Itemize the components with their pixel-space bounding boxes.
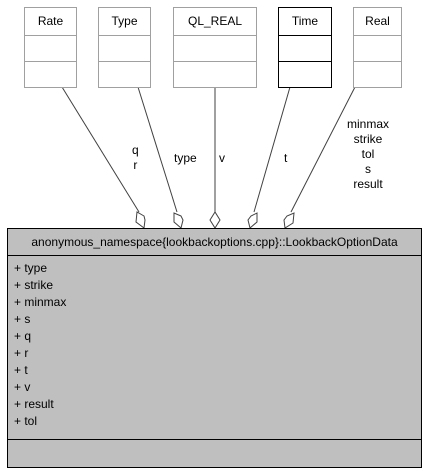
class-type[interactable]: Type xyxy=(98,7,151,88)
class-ql-real-separator xyxy=(174,35,256,36)
member-item: + result xyxy=(14,397,54,411)
diamond-rate xyxy=(135,211,146,229)
member-item: + strike xyxy=(14,278,54,292)
edge-label-line: v xyxy=(219,151,225,165)
edge-type xyxy=(137,86,178,213)
member-item: + q xyxy=(14,329,32,343)
edge-label-line: t xyxy=(284,151,288,165)
diamond-time xyxy=(247,212,258,229)
diamond-type xyxy=(173,212,184,229)
edge-label-line: q xyxy=(132,143,139,157)
main-class-title: anonymous_namespace{lookbackoptions.cpp}… xyxy=(31,235,398,249)
edge-label-line: tol xyxy=(361,147,375,161)
member-item: + r xyxy=(14,346,29,360)
edge-label-type: type xyxy=(174,151,197,166)
member-item: + minmax xyxy=(14,295,67,309)
edge-time xyxy=(253,86,291,213)
class-rate-separator xyxy=(25,61,76,62)
edge-real xyxy=(290,86,356,213)
edge-label-line: strike xyxy=(353,132,383,146)
class-rate-title: Rate xyxy=(37,14,64,28)
main-class-separator xyxy=(8,255,421,256)
edge-label-line: result xyxy=(353,177,383,191)
edge-label-time: t xyxy=(284,151,287,166)
edge-label-line: minmax xyxy=(346,117,389,131)
member-item: + tol xyxy=(14,414,38,428)
class-type-title: Type xyxy=(111,14,138,28)
edge-rate xyxy=(61,86,140,213)
edge-label-line: r xyxy=(133,158,138,172)
edge-label-line: type xyxy=(174,151,197,165)
diamond-real xyxy=(283,212,295,229)
class-time[interactable]: Time xyxy=(278,7,332,88)
class-real-separator xyxy=(354,61,401,62)
class-real-title: Real xyxy=(365,14,390,28)
class-ql-real-separator xyxy=(174,61,256,62)
class-type-separator xyxy=(99,61,150,62)
class-rate[interactable]: Rate xyxy=(24,7,77,88)
class-time-title: Time xyxy=(291,14,319,28)
class-type-separator xyxy=(99,35,150,36)
class-real[interactable]: Real xyxy=(353,7,402,88)
class-ql-real-title: QL_REAL xyxy=(187,14,243,28)
member-item: + type xyxy=(14,261,48,275)
class-lookback-option-data[interactable]: anonymous_namespace{lookbackoptions.cpp}… xyxy=(7,228,422,468)
class-real-separator xyxy=(354,35,401,36)
class-time-separator xyxy=(279,35,331,36)
edge-label-rate: q r xyxy=(132,143,139,173)
member-item: + v xyxy=(14,380,31,394)
edge-label-real: minmax strike tol s result xyxy=(343,117,393,192)
main-class-separator xyxy=(8,439,421,440)
edge-label-line: s xyxy=(365,162,371,176)
member-list: + type + strike + minmax + s + q + r + t… xyxy=(14,260,66,430)
member-item: + t xyxy=(14,363,28,377)
diamond-ql-real xyxy=(209,211,221,229)
edge-label-ql-real: v xyxy=(219,151,225,166)
member-item: + s xyxy=(14,312,31,326)
class-time-separator xyxy=(279,61,331,62)
class-rate-separator xyxy=(25,35,76,36)
class-ql-real[interactable]: QL_REAL xyxy=(173,7,257,88)
